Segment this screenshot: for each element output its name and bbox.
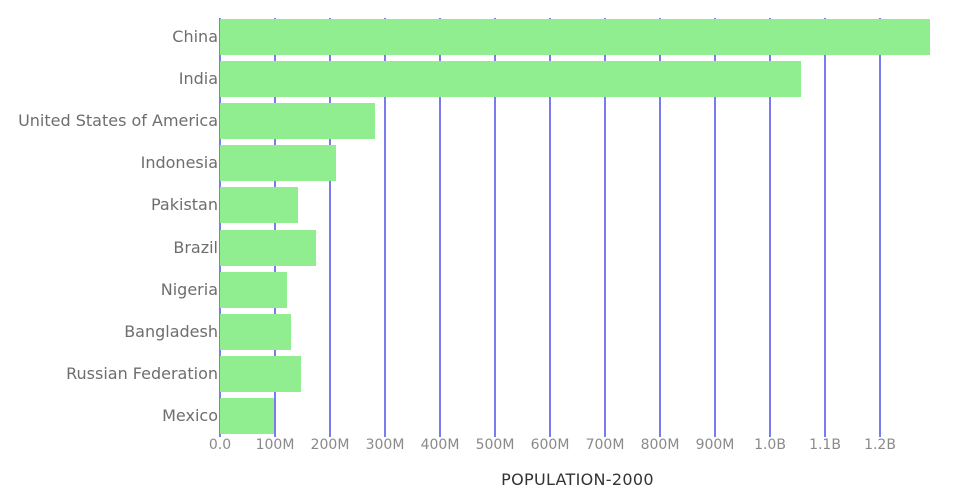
x-tick-label: 800M — [640, 437, 680, 453]
x-tick-label: 500M — [475, 437, 515, 453]
x-tick-label: 600M — [530, 437, 570, 453]
x-tick-label: 200M — [310, 437, 350, 453]
bar-row — [220, 311, 935, 353]
bar — [220, 19, 930, 56]
x-tick-label: 300M — [365, 437, 405, 453]
gridline — [879, 18, 881, 437]
category-label: India — [178, 69, 218, 89]
x-axis-tick-labels: 0.0 100M 200M 300M 400M 500M 600M 700M 800M 900M 1… — [209, 437, 935, 454]
bar — [220, 397, 274, 434]
x-tick-label: 900M — [695, 437, 735, 453]
plot-area — [219, 16, 935, 437]
bar-row — [220, 184, 935, 226]
gridline — [219, 18, 221, 437]
x-axis-title: POPULATION-2000 — [501, 470, 654, 489]
gridline — [549, 18, 551, 437]
category-label: Russian Federation — [66, 363, 218, 383]
category-label: Brazil — [173, 237, 218, 257]
gridline — [659, 18, 661, 437]
bar-rows — [220, 16, 935, 437]
x-tick-label: 0.0 — [208, 437, 232, 453]
category-label: Mexico — [162, 405, 218, 425]
gridline — [329, 18, 331, 437]
bar — [220, 61, 802, 98]
category-label: Bangladesh — [124, 321, 218, 341]
gridline — [604, 18, 606, 437]
bar-row — [220, 395, 935, 437]
bar — [220, 187, 299, 224]
bar-row — [220, 100, 935, 142]
category-label: Nigeria — [160, 279, 218, 299]
bar-row — [220, 142, 935, 184]
category-label: China — [172, 27, 218, 47]
gridline — [494, 18, 496, 437]
bar — [220, 229, 317, 266]
x-tick-label: 100M — [255, 437, 295, 453]
bar-row — [220, 58, 935, 100]
bar-row — [220, 269, 935, 311]
gridline — [384, 18, 386, 437]
x-tick-label: 1.2B — [864, 437, 896, 453]
x-tick-label: 700M — [585, 437, 625, 453]
gridline — [439, 18, 441, 437]
bar — [220, 145, 337, 182]
gridline — [824, 18, 826, 437]
bar — [220, 103, 376, 140]
x-tick-label: 1.0B — [754, 437, 786, 453]
bar-row — [220, 16, 935, 58]
y-axis-category-labels: China India United States of America Indone… — [0, 16, 218, 437]
gridline — [274, 18, 276, 437]
x-tick-label: 1.1B — [809, 437, 841, 453]
gridlines — [219, 18, 935, 437]
bar — [220, 271, 288, 308]
bar — [220, 313, 292, 350]
category-label: Pakistan — [151, 195, 218, 215]
category-label: United States of America — [18, 111, 218, 131]
bar-row — [220, 353, 935, 395]
gridline — [713, 18, 716, 437]
bar-row — [220, 226, 935, 268]
gridline — [769, 18, 771, 437]
category-label: Indonesia — [140, 153, 218, 173]
x-tick-label: 400M — [420, 437, 460, 453]
bar — [220, 355, 301, 392]
